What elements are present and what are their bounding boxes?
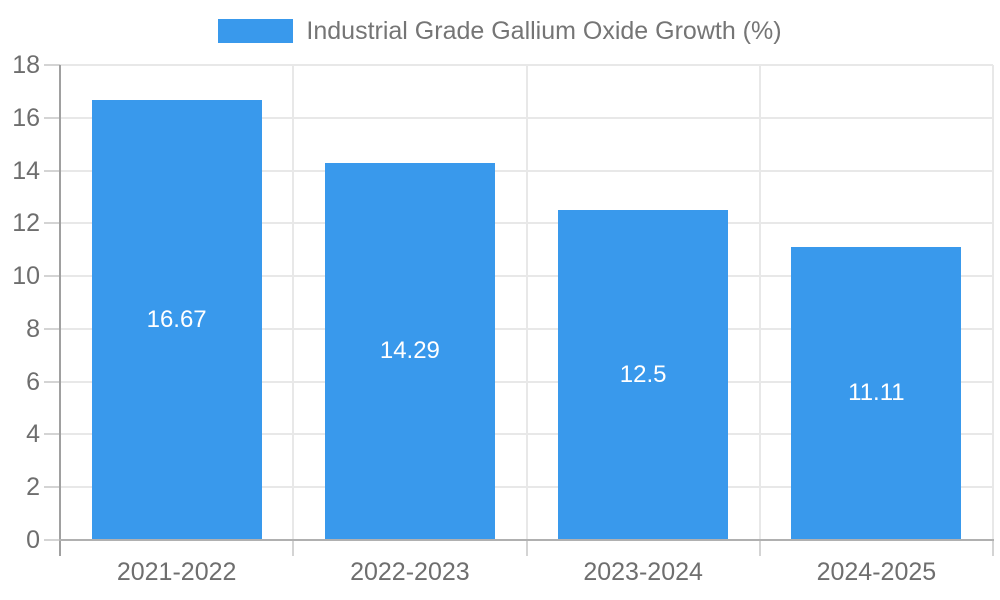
y-axis-tick bbox=[44, 222, 60, 225]
x-axis-tick bbox=[292, 541, 295, 556]
y-tick-label: 2 bbox=[26, 473, 40, 502]
x-tick-label: 2024-2025 bbox=[816, 558, 937, 586]
y-tick-label: 10 bbox=[12, 262, 40, 291]
x-axis-line bbox=[59, 539, 994, 541]
y-axis-tick bbox=[44, 380, 60, 383]
legend-swatch bbox=[218, 19, 294, 43]
x-tick-label: 2023-2024 bbox=[583, 558, 703, 586]
y-axis-tick bbox=[44, 64, 60, 66]
bar[interactable] bbox=[558, 210, 729, 540]
y-axis-tick bbox=[44, 116, 60, 119]
gridline-vertical bbox=[292, 65, 295, 540]
bar-value-label: 12.5 bbox=[619, 361, 667, 389]
y-axis-tick bbox=[44, 539, 60, 541]
bar-value-label: 14.29 bbox=[379, 337, 440, 365]
bar[interactable] bbox=[324, 162, 495, 540]
gridline-vertical bbox=[992, 65, 994, 540]
gridline-vertical bbox=[758, 65, 761, 540]
y-tick-label: 0 bbox=[26, 526, 40, 554]
legend-label: Industrial Grade Gallium Oxide Growth (%… bbox=[306, 17, 782, 45]
x-tick-label: 2021-2022 bbox=[116, 558, 237, 586]
y-axis-tick bbox=[44, 486, 60, 489]
x-axis-tick bbox=[525, 541, 528, 556]
gridline-vertical bbox=[525, 65, 528, 540]
y-axis-tick bbox=[44, 327, 60, 330]
bar[interactable] bbox=[91, 100, 262, 540]
y-axis-tick bbox=[44, 169, 60, 172]
x-axis-tick bbox=[992, 541, 994, 556]
y-tick-label: 8 bbox=[26, 314, 40, 343]
chart-legend[interactable]: Industrial Grade Gallium Oxide Growth (%… bbox=[0, 17, 1000, 45]
y-tick-label: 12 bbox=[12, 209, 40, 238]
bar-value-label: 16.67 bbox=[146, 306, 207, 334]
y-tick-label: 14 bbox=[12, 156, 40, 185]
bar[interactable] bbox=[791, 246, 962, 540]
y-axis-tick bbox=[44, 275, 60, 278]
x-tick-label: 2022-2023 bbox=[350, 558, 470, 586]
y-tick-label: 18 bbox=[12, 51, 40, 79]
bar-value-label: 11.11 bbox=[848, 379, 905, 407]
y-tick-label: 16 bbox=[12, 103, 40, 132]
x-axis-tick bbox=[758, 541, 761, 556]
y-tick-label: 6 bbox=[26, 367, 40, 396]
y-axis-line bbox=[59, 65, 61, 556]
y-axis-tick bbox=[44, 433, 60, 436]
y-tick-label: 4 bbox=[26, 420, 40, 449]
